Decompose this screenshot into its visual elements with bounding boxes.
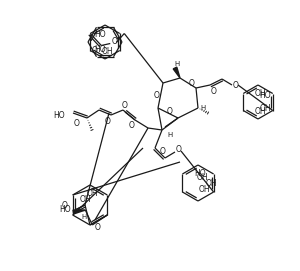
Text: HO: HO <box>60 205 71 215</box>
Text: HO: HO <box>259 91 271 100</box>
Text: HO: HO <box>94 45 106 54</box>
Text: H: H <box>167 132 172 138</box>
Text: H: H <box>82 214 87 220</box>
Text: OH: OH <box>254 108 266 117</box>
Text: H: H <box>200 105 206 111</box>
Text: O: O <box>160 147 166 156</box>
Text: O: O <box>167 108 173 117</box>
Text: O: O <box>111 37 117 46</box>
Text: OH: OH <box>86 189 98 198</box>
Text: OH: OH <box>259 104 271 113</box>
Text: O: O <box>91 46 97 55</box>
Text: OH: OH <box>80 195 91 205</box>
Text: O: O <box>154 91 160 99</box>
Text: OH: OH <box>254 89 266 98</box>
Text: OH: OH <box>196 173 208 182</box>
Text: O: O <box>176 146 182 154</box>
Text: O: O <box>74 120 80 128</box>
Polygon shape <box>173 67 180 78</box>
Text: O: O <box>211 88 217 96</box>
Text: HO: HO <box>94 30 106 39</box>
Text: O: O <box>122 102 128 111</box>
Text: OH: OH <box>101 47 113 56</box>
Text: O: O <box>189 79 195 88</box>
Text: O: O <box>105 117 111 125</box>
Text: OH: OH <box>198 186 210 195</box>
Text: HO: HO <box>194 169 206 179</box>
Text: O: O <box>233 80 239 89</box>
Text: OH: OH <box>206 179 218 188</box>
Text: O: O <box>129 121 135 131</box>
Text: H: H <box>174 61 180 67</box>
Text: HO: HO <box>53 111 65 121</box>
Text: O: O <box>94 222 100 231</box>
Text: O: O <box>62 201 68 209</box>
Polygon shape <box>73 210 85 214</box>
